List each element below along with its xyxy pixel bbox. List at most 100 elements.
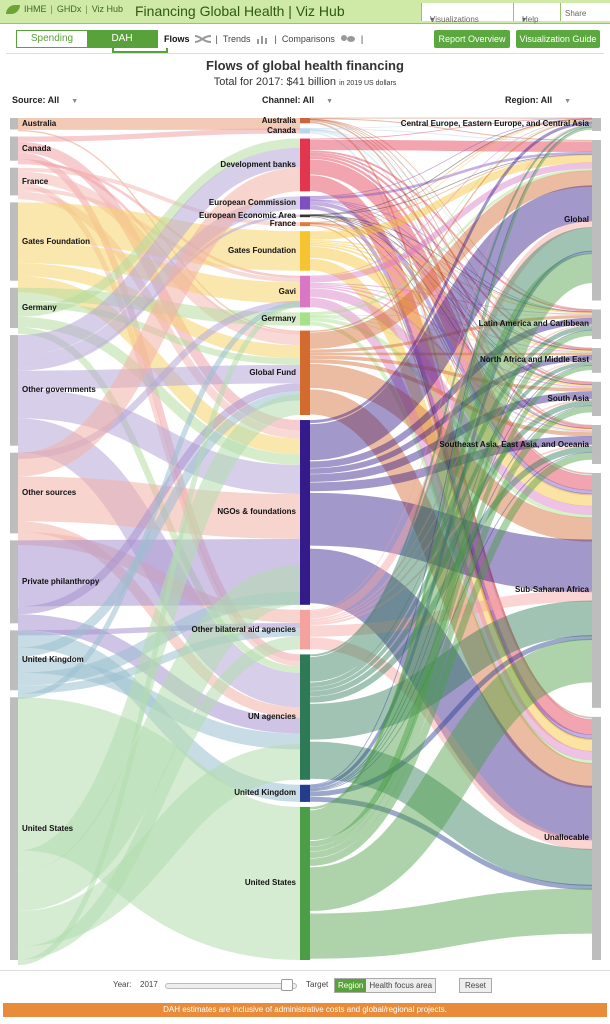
region-node-south-asia[interactable] bbox=[592, 381, 601, 417]
channel-node-united-states[interactable] bbox=[300, 806, 310, 960]
channel-node-development-banks[interactable] bbox=[300, 138, 310, 192]
flow-link-channel-region[interactable] bbox=[309, 314, 593, 316]
channel-node-australia[interactable] bbox=[300, 118, 310, 124]
flow-link-channel-region[interactable] bbox=[309, 154, 593, 224]
flow-link-channel-region[interactable] bbox=[309, 250, 593, 789]
flow-link-channel-region[interactable] bbox=[309, 154, 593, 385]
flow-link-channel-region[interactable] bbox=[309, 288, 593, 515]
flow-link-channel-region[interactable] bbox=[309, 128, 593, 142]
tab-flows[interactable]: Flows bbox=[164, 34, 190, 44]
flow-link-channel-region[interactable] bbox=[309, 130, 593, 476]
flow-link-channel-region[interactable] bbox=[309, 205, 593, 739]
flow-link-channel-region[interactable] bbox=[309, 888, 593, 959]
flow-link-source-channel[interactable] bbox=[17, 302, 301, 699]
flow-link-channel-region[interactable] bbox=[309, 129, 593, 311]
flow-link-channel-region[interactable] bbox=[309, 329, 593, 790]
flow-link-channel-region[interactable] bbox=[309, 127, 593, 810]
flow-link-channel-region[interactable] bbox=[309, 398, 593, 624]
flow-link-channel-region[interactable] bbox=[309, 436, 593, 492]
flow-link-channel-region[interactable] bbox=[309, 317, 593, 469]
year-slider-track[interactable] bbox=[165, 983, 297, 989]
flow-link-channel-region[interactable] bbox=[309, 316, 593, 389]
visualization-guide-button[interactable]: Visualization Guide bbox=[516, 30, 600, 48]
flow-link-channel-region[interactable] bbox=[309, 359, 593, 437]
source-node-germany[interactable] bbox=[10, 287, 18, 329]
flow-link-channel-region[interactable] bbox=[309, 156, 593, 428]
flow-link-channel-region[interactable] bbox=[309, 258, 593, 752]
flow-link-channel-region[interactable] bbox=[309, 222, 593, 313]
region-node-central-europe-eastern-europe-and-central-asia[interactable] bbox=[592, 118, 601, 131]
flow-link-channel-region[interactable] bbox=[309, 120, 593, 332]
flow-link-source-channel[interactable] bbox=[17, 128, 301, 142]
flow-link-channel-region[interactable] bbox=[309, 224, 593, 741]
flow-link-channel-region[interactable] bbox=[309, 200, 593, 385]
flow-link-channel-region[interactable] bbox=[309, 223, 593, 430]
channel-node-canada[interactable] bbox=[300, 128, 310, 134]
channel-node-european-commission[interactable] bbox=[300, 196, 310, 210]
brand-link-viz-hub[interactable]: Viz Hub bbox=[91, 4, 124, 14]
flow-link-channel-region[interactable] bbox=[309, 355, 593, 392]
tab-trends[interactable]: Trends bbox=[222, 34, 251, 44]
flow-link-channel-region[interactable] bbox=[309, 315, 593, 353]
flow-link-channel-region[interactable] bbox=[309, 170, 593, 349]
source-node-other-sources[interactable] bbox=[10, 452, 18, 534]
flow-link-channel-region[interactable] bbox=[309, 355, 593, 474]
flow-link-channel-region[interactable] bbox=[309, 242, 593, 387]
flow-link-channel-region[interactable] bbox=[309, 185, 593, 461]
flow-link-channel-region[interactable] bbox=[309, 118, 593, 197]
flow-link-channel-region[interactable] bbox=[309, 321, 593, 764]
target-option-health-focus-area[interactable]: Health focus area bbox=[366, 979, 436, 992]
flow-link-channel-region[interactable] bbox=[309, 364, 593, 790]
tab-comparisons[interactable]: Comparisons bbox=[281, 34, 335, 44]
flow-link-source-channel[interactable] bbox=[17, 744, 301, 947]
flow-link-channel-region[interactable] bbox=[309, 118, 593, 140]
flow-link-channel-region[interactable] bbox=[309, 241, 593, 352]
brand-link-ghdx[interactable]: GHDx bbox=[56, 4, 82, 14]
flow-link-channel-region[interactable] bbox=[309, 223, 593, 496]
flow-link-channel-region[interactable] bbox=[309, 222, 593, 351]
flow-link-channel-region[interactable] bbox=[309, 317, 593, 519]
flow-link-channel-region[interactable] bbox=[309, 285, 593, 388]
flow-link-channel-region[interactable] bbox=[309, 120, 593, 475]
flow-link-channel-region[interactable] bbox=[309, 246, 593, 507]
flow-link-channel-region[interactable] bbox=[309, 400, 593, 697]
flow-link-channel-region[interactable] bbox=[309, 365, 593, 852]
flow-link-source-channel[interactable] bbox=[17, 167, 301, 477]
flow-link-channel-region[interactable] bbox=[309, 119, 593, 232]
flow-link-channel-region[interactable] bbox=[309, 118, 593, 310]
flow-link-channel-region[interactable] bbox=[309, 200, 593, 429]
flow-link-channel-region[interactable] bbox=[309, 125, 593, 657]
flow-link-source-channel[interactable] bbox=[17, 196, 301, 369]
visualizations-menu[interactable]: Visualizations ▾ bbox=[421, 3, 514, 24]
flow-link-channel-region[interactable] bbox=[309, 152, 593, 350]
report-overview-button[interactable]: Report Overview bbox=[434, 30, 510, 48]
flow-link-source-channel[interactable] bbox=[17, 389, 301, 494]
flow-link-channel-region[interactable] bbox=[309, 446, 593, 703]
flow-link-channel-region[interactable] bbox=[309, 118, 593, 215]
flow-link-channel-region[interactable] bbox=[309, 214, 593, 386]
flow-link-channel-region[interactable] bbox=[309, 451, 593, 792]
brand-link-ihme[interactable]: IHME bbox=[24, 4, 47, 14]
flow-link-channel-region[interactable] bbox=[308, 548, 594, 841]
flow-link-channel-region[interactable] bbox=[309, 325, 593, 687]
region-node-north-africa-and-middle-east[interactable] bbox=[592, 348, 601, 373]
channel-node-un-agencies[interactable] bbox=[300, 654, 310, 780]
flow-link-channel-region[interactable] bbox=[309, 119, 593, 313]
flow-link-channel-region[interactable] bbox=[309, 244, 593, 431]
flow-link-channel-region[interactable] bbox=[308, 227, 594, 682]
flow-link-channel-region[interactable] bbox=[309, 282, 593, 315]
flow-link-channel-region[interactable] bbox=[309, 215, 593, 495]
channel-node-germany[interactable] bbox=[300, 312, 310, 326]
flow-link-channel-region[interactable] bbox=[309, 635, 593, 797]
source-node-private-philanthropy[interactable] bbox=[10, 540, 18, 624]
flow-link-channel-region[interactable] bbox=[309, 118, 593, 141]
source-filter-dropdown[interactable]: Source: All ▼ bbox=[12, 95, 78, 105]
flow-link-channel-region[interactable] bbox=[309, 162, 593, 283]
flow-link-channel-region[interactable] bbox=[309, 637, 593, 851]
flow-link-source-channel[interactable] bbox=[17, 138, 301, 317]
flow-link-channel-region[interactable] bbox=[309, 126, 593, 786]
flow-link-channel-region[interactable] bbox=[309, 330, 593, 847]
flow-link-channel-region[interactable] bbox=[309, 214, 593, 313]
flow-link-channel-region[interactable] bbox=[309, 155, 593, 240]
flow-link-channel-region[interactable] bbox=[309, 361, 593, 691]
